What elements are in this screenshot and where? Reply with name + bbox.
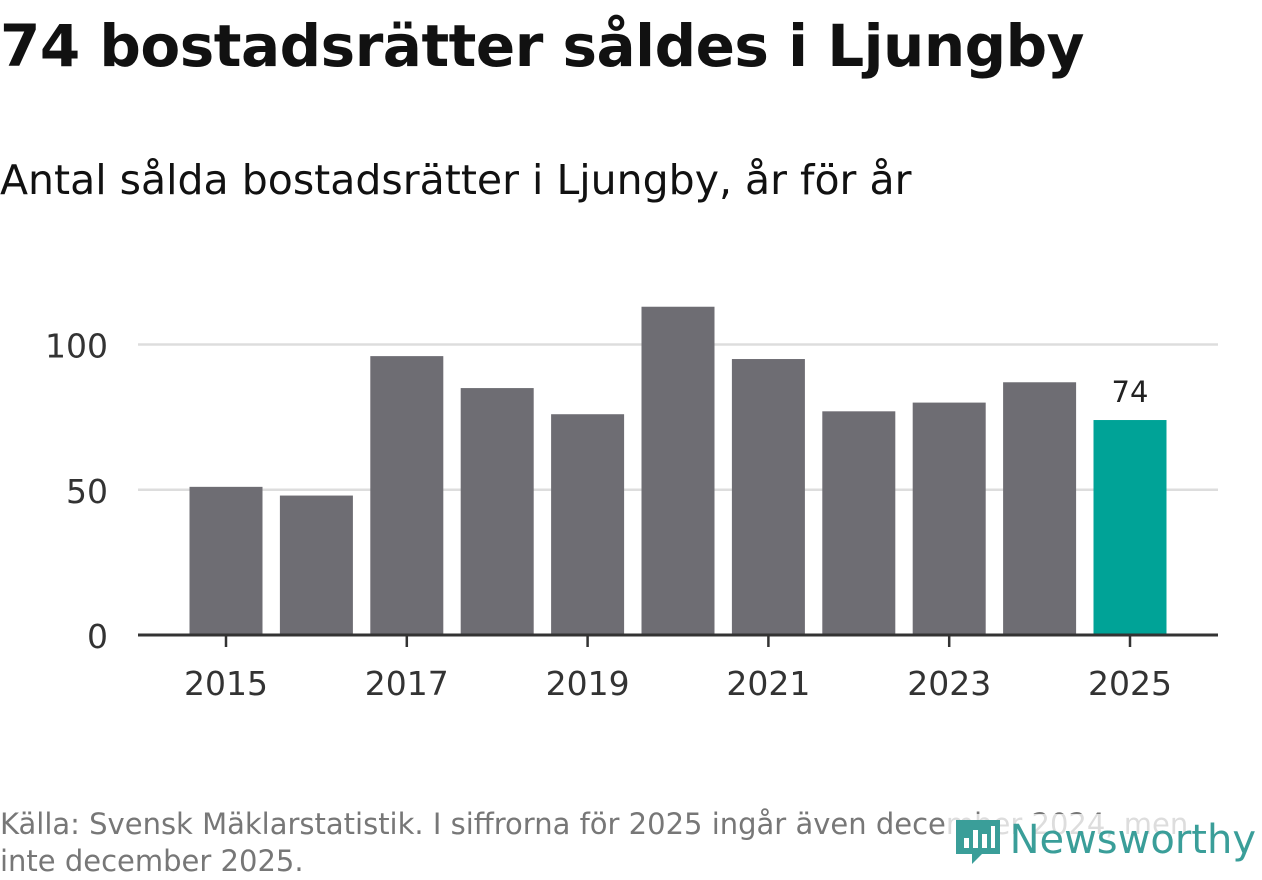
chart-subtitle: Antal sålda bostadsrätter i Ljungby, år … — [0, 156, 912, 204]
bar-2017 — [370, 356, 444, 635]
x-tick-label: 2019 — [546, 664, 630, 703]
chart-title: 74 bostadsrätter såldes i Ljungby — [0, 12, 1084, 80]
x-tick-label: 2017 — [365, 664, 449, 703]
y-tick-label: 100 — [45, 327, 108, 366]
x-tick-label: 2025 — [1088, 664, 1172, 703]
bar-2018 — [460, 388, 534, 635]
bar-2021 — [731, 359, 805, 635]
bar-2020 — [641, 306, 715, 635]
bar-2016 — [279, 495, 353, 635]
y-tick-label: 50 — [66, 472, 108, 511]
bar-2024 — [1003, 382, 1077, 635]
x-tick-label: 2015 — [184, 664, 268, 703]
newsworthy-logo: Newsworthy — [947, 814, 1256, 866]
y-tick-label: 0 — [87, 617, 108, 656]
x-tick-label: 2023 — [907, 664, 991, 703]
x-tick-label: 2021 — [726, 664, 810, 703]
newsworthy-logo-icon — [955, 820, 1000, 864]
bar-2023 — [912, 402, 986, 635]
bar-2025 — [1093, 420, 1167, 635]
bar-2022 — [822, 411, 896, 635]
bar-2015 — [189, 486, 263, 635]
bar-2019 — [551, 414, 625, 635]
bar-chart: 0 50 100 74 2015 2017 2019 2021 2023 2025 — [45, 306, 1218, 703]
data-label: 74 — [1112, 375, 1149, 409]
newsworthy-logo-text: Newsworthy — [1009, 817, 1256, 863]
